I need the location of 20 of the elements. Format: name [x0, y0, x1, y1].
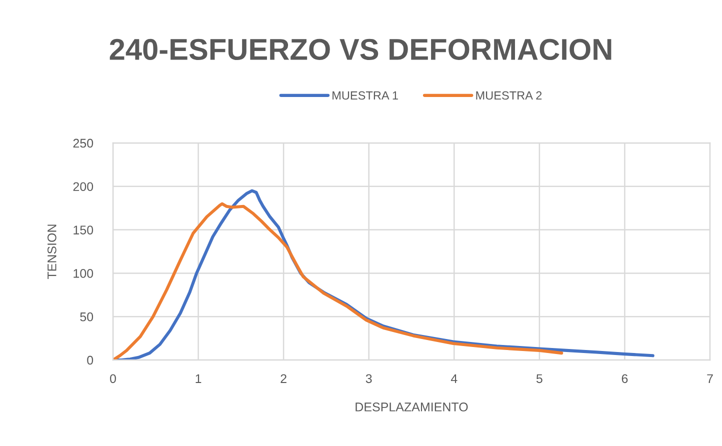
y-tick-label: 200: [73, 182, 94, 192]
x-tick-label: 0: [110, 374, 116, 384]
line-series: [113, 202, 564, 360]
y-axis-title: TENSION: [47, 224, 56, 279]
legend-label: MUESTRA 2: [476, 91, 542, 100]
y-tick-label: 50: [80, 312, 94, 322]
x-tick-label: 6: [622, 374, 628, 384]
y-tick-label: 100: [74, 269, 94, 278]
x-tick-label: 4: [450, 374, 458, 383]
x-tick-label: 2: [280, 374, 286, 383]
x-tick-label: 3: [366, 374, 372, 384]
y-tick-label: 0: [87, 356, 94, 365]
y-tick-label: 250: [73, 138, 94, 148]
y-tick-label: 150: [74, 226, 94, 234]
x-tick-label: 1: [196, 374, 202, 383]
chart-title: 240-ESFUERZO VS DEFORMACION: [110, 38, 612, 60]
x-axis-title: DESPLAZAMIENTO: [356, 402, 468, 412]
x-tick-label: 7: [707, 374, 713, 383]
x-tick-label: 5: [536, 374, 542, 384]
legend-label: MUESTRA 1: [332, 91, 398, 100]
